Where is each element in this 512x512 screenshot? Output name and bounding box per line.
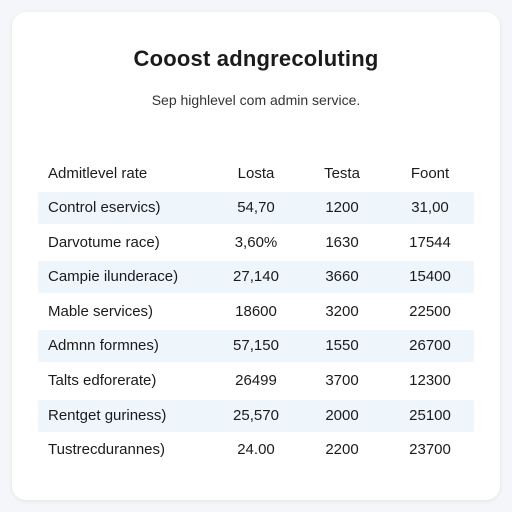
- table-row: Control eservics) 54,70 1200 31,00: [38, 192, 474, 224]
- table-row: Darvotume race) 3,60% 1630 17544: [38, 227, 474, 259]
- table-row: Tustrecdurannes) 24.00 2200 23700: [38, 434, 474, 466]
- cell: Mable services): [48, 302, 154, 320]
- cell: 1200: [325, 199, 359, 216]
- cell: 12300: [409, 372, 451, 389]
- cell: 22500: [409, 302, 451, 320]
- cell: 2000: [325, 406, 359, 424]
- cell: Control eservics): [48, 199, 161, 216]
- cell: 1630: [325, 233, 359, 251]
- cell: 24.00: [237, 441, 275, 459]
- table-row: Talts edforerate) 26499 3700 12300: [38, 365, 474, 397]
- cell: 54,70: [237, 199, 275, 216]
- cell: Darvotume race): [48, 233, 160, 251]
- cell: 23700: [409, 441, 451, 459]
- cell: 3,60%: [234, 233, 278, 251]
- cell: 26700: [409, 337, 451, 355]
- cell: Talts edforerate): [48, 372, 157, 389]
- cell: 26499: [235, 372, 277, 389]
- title: Cooost adngrecoluting: [133, 46, 379, 71]
- cell: 3700: [325, 372, 359, 389]
- subtitle: Sep highlevel com admin service.: [151, 92, 361, 108]
- cell: 25100: [409, 406, 451, 424]
- cell: 1550: [325, 337, 359, 355]
- column-header: Testa: [324, 165, 360, 182]
- table-row: Mable services) 18600 3200 22500: [38, 296, 474, 328]
- table-row: Admnn formnes) 57,150 1550 26700: [38, 330, 474, 363]
- column-header: Foont: [410, 165, 450, 182]
- header-row: Admitlevel rate Losta Testa Foont: [38, 158, 474, 190]
- cell: 3200: [325, 302, 359, 320]
- cell: 27,140: [233, 268, 279, 286]
- cell: Rentget guriness): [48, 406, 167, 424]
- cell: 25,570: [233, 406, 279, 424]
- cell: Admnn formnes): [48, 337, 159, 355]
- cell: Campie ilunderace): [48, 268, 179, 286]
- table-row: Campie ilunderace) 27,140 3660 15400: [38, 261, 474, 294]
- cell: 31,00: [411, 199, 449, 216]
- table-row: Rentget guriness) 25,570 2000 25100: [38, 399, 474, 432]
- cell: Tustrecdurannes): [48, 441, 165, 459]
- cell: 57,150: [233, 337, 279, 355]
- cell: 2200: [325, 441, 359, 459]
- cell: 18600: [235, 302, 277, 320]
- cell: 17544: [409, 233, 451, 251]
- cell: 15400: [409, 268, 451, 286]
- cell: 3660: [325, 268, 359, 286]
- column-header: Admitlevel rate: [48, 165, 148, 182]
- column-header: Losta: [237, 165, 275, 182]
